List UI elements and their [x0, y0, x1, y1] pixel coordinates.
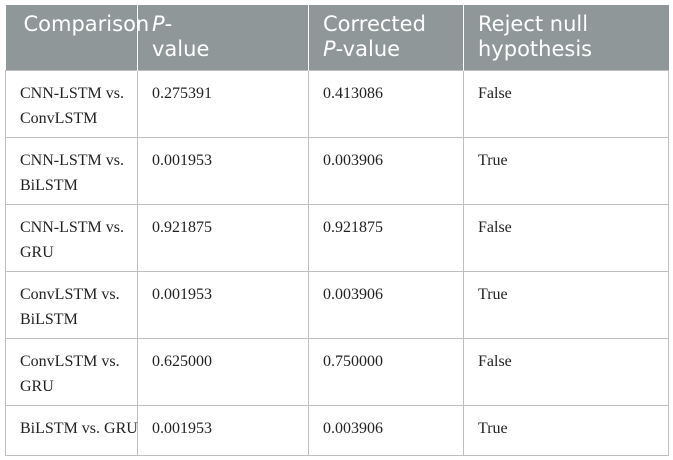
header-corrected-p-value: Corrected P-value — [308, 5, 464, 71]
header-row: Comparison P- value Corrected P-value Re… — [5, 5, 669, 71]
comparison-table-container: Comparison P- value Corrected P-value Re… — [5, 5, 669, 456]
cell-comparison-line-2: ConvLSTM — [20, 110, 98, 127]
header-reject-line-2: hypothesis — [478, 37, 593, 61]
cell-corrected-p-value: 0.003906 — [308, 137, 464, 205]
cell-reject: False — [463, 338, 669, 406]
cell-comparison-line-1: ConvLSTM vs. — [20, 353, 120, 370]
cell-reject: False — [463, 204, 669, 272]
header-corrected-p-italic: P — [323, 37, 336, 61]
header-p-value-line-1: P- — [152, 12, 296, 37]
cell-comparison-line-2: GRU — [20, 378, 54, 395]
cell-corrected-p-value: 0.003906 — [308, 405, 464, 456]
header-corrected-suffix: -value — [335, 37, 401, 61]
cell-comparison-line-1: BiLSTM vs. GRU — [20, 420, 138, 437]
header-p-value-line-2: value — [152, 37, 210, 61]
cell-p-value: 0.001953 — [137, 405, 309, 456]
table-header: Comparison P- value Corrected P-value Re… — [5, 5, 669, 71]
header-corrected-line-2: P-value — [323, 37, 451, 62]
cell-p-value: 0.001953 — [137, 271, 309, 339]
cell-reject: False — [463, 70, 669, 138]
header-comparison-label: Comparison — [23, 12, 150, 36]
header-comparison: Comparison — [5, 5, 150, 71]
table-row: ConvLSTM vs. BiLSTM 0.001953 0.003906 Tr… — [5, 271, 669, 339]
cell-p-value: 0.001953 — [137, 137, 309, 205]
header-p-italic: P — [152, 12, 165, 36]
cell-reject: True — [463, 271, 669, 339]
header-reject-line-1: Reject null — [478, 12, 589, 36]
table-row: CNN-LSTM vs. ConvLSTM 0.275391 0.413086 … — [5, 70, 669, 138]
table-row: BiLSTM vs. GRU 0.001953 0.003906 True — [5, 405, 669, 456]
cell-comparison: ConvLSTM vs. BiLSTM — [5, 271, 138, 339]
cell-p-value: 0.625000 — [137, 338, 309, 406]
cell-comparison-line-2: BiLSTM — [20, 177, 78, 194]
cell-comparison-line-1: ConvLSTM vs. — [20, 286, 120, 303]
cell-comparison: ConvLSTM vs. GRU — [5, 338, 138, 406]
cell-p-value: 0.275391 — [137, 70, 309, 138]
cell-comparison: BiLSTM vs. GRU — [5, 405, 138, 456]
cell-comparison-line-1: CNN-LSTM vs. — [20, 219, 125, 236]
cell-comparison: CNN-LSTM vs. BiLSTM — [5, 137, 138, 205]
cell-comparison-line-2: GRU — [20, 244, 54, 261]
header-corrected-line-1: Corrected — [323, 12, 426, 36]
statistical-comparison-table: Comparison P- value Corrected P-value Re… — [5, 5, 669, 456]
cell-comparison-line-1: CNN-LSTM vs. — [20, 85, 125, 102]
cell-comparison-line-2: BiLSTM — [20, 311, 78, 328]
cell-p-value: 0.921875 — [137, 204, 309, 272]
table-body: CNN-LSTM vs. ConvLSTM 0.275391 0.413086 … — [5, 70, 669, 456]
cell-corrected-p-value: 0.921875 — [308, 204, 464, 272]
cell-comparison: CNN-LSTM vs. ConvLSTM — [5, 70, 138, 138]
table-row: CNN-LSTM vs. GRU 0.921875 0.921875 False — [5, 204, 669, 272]
table-row: CNN-LSTM vs. BiLSTM 0.001953 0.003906 Tr… — [5, 137, 669, 205]
table-row: ConvLSTM vs. GRU 0.625000 0.750000 False — [5, 338, 669, 406]
header-p-value: P- value — [137, 5, 309, 71]
header-reject-null: Reject null hypothesis — [463, 5, 669, 71]
cell-corrected-p-value: 0.003906 — [308, 271, 464, 339]
cell-corrected-p-value: 0.750000 — [308, 338, 464, 406]
cell-comparison-line-1: CNN-LSTM vs. — [20, 152, 125, 169]
header-p-dash: - — [164, 12, 173, 36]
cell-comparison: CNN-LSTM vs. GRU — [5, 204, 138, 272]
cell-reject: True — [463, 405, 669, 456]
cell-corrected-p-value: 0.413086 — [308, 70, 464, 138]
cell-reject: True — [463, 137, 669, 205]
